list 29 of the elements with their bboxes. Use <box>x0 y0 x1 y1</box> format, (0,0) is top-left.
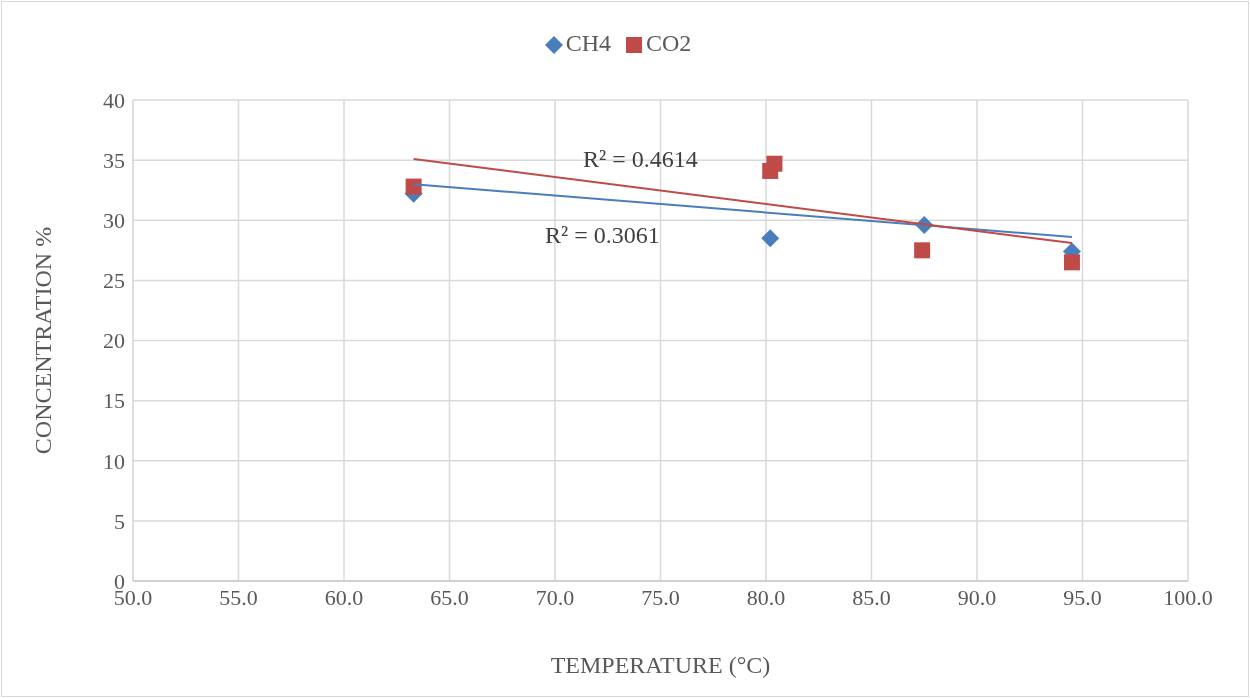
y-tick-label: 25 <box>103 268 125 294</box>
point <box>405 178 422 195</box>
point <box>914 242 931 259</box>
annotation: R² = 0.4614 <box>583 146 698 173</box>
x-tick-label: 75.0 <box>641 584 680 610</box>
y-tick-label: 35 <box>103 147 125 173</box>
point <box>1063 254 1080 271</box>
y-tick-label: 20 <box>103 328 125 354</box>
annotation: R² = 0.3061 <box>545 222 660 249</box>
x-tick-label: 55.0 <box>219 584 258 610</box>
y-tick-label: 40 <box>103 87 125 113</box>
x-tick-label: 95.0 <box>1063 584 1102 610</box>
x-tick-label: 60.0 <box>324 584 364 610</box>
y-tick-label: 10 <box>103 448 125 474</box>
y-axis-title: CONCENTRATION % <box>29 226 56 455</box>
point <box>766 155 783 172</box>
y-tick-label: 30 <box>103 208 125 234</box>
x-tick-label: 70.0 <box>535 584 575 610</box>
x-tick-label: 85.0 <box>852 584 891 610</box>
y-tick-label: 15 <box>103 388 125 414</box>
x-axis-title: TEMPERATURE (°C) <box>550 652 771 678</box>
x-tick-label: 80.0 <box>746 584 786 610</box>
point <box>761 229 780 248</box>
x-tick-label: 65.0 <box>430 584 469 610</box>
x-tick-label: 100.0 <box>1163 584 1213 610</box>
x-tick-label: 90.0 <box>957 584 997 610</box>
legend-label: CH4 <box>564 30 611 56</box>
y-tick-label: 5 <box>114 508 125 534</box>
legend-label: CO2 <box>645 30 692 56</box>
